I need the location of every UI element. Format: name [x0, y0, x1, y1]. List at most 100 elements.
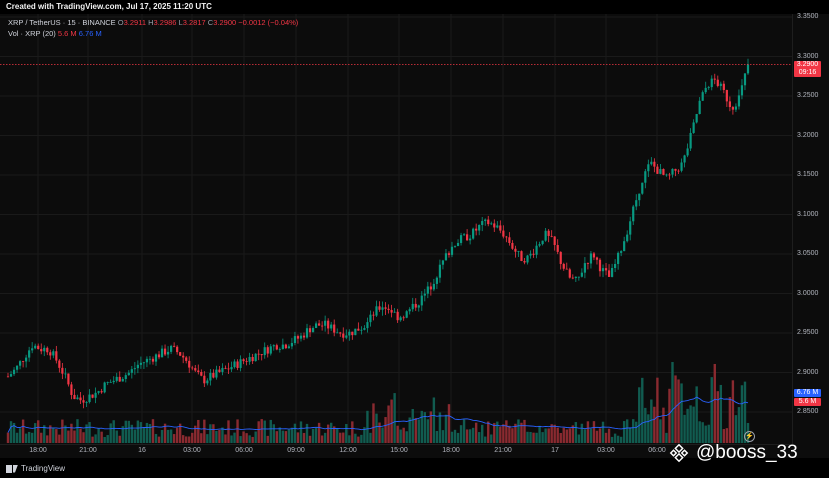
volume-bar — [450, 431, 454, 443]
volume-bar — [326, 424, 330, 443]
candle-body — [420, 295, 423, 306]
volume-bar — [257, 421, 260, 443]
volume-bar — [713, 363, 716, 443]
candle-body — [100, 391, 103, 393]
legend-symbol[interactable]: XRP / TetherUS · 15 · BINANCE — [8, 18, 116, 27]
lightning-icon[interactable]: ⚡ — [744, 431, 755, 442]
volume-bar — [559, 432, 562, 443]
volume-bar — [151, 419, 155, 443]
candle-body — [390, 309, 393, 313]
candle-body — [133, 368, 136, 370]
price-tick-label: 2.8500 — [797, 408, 819, 415]
candle-body — [333, 324, 336, 333]
price-tick-label: 2.9500 — [797, 329, 819, 336]
candle-body — [263, 347, 266, 356]
candle-body — [626, 234, 629, 242]
volume-bar — [607, 428, 611, 443]
candle-body — [31, 348, 34, 351]
candle-body — [194, 368, 197, 371]
volume-bar — [604, 432, 608, 443]
volume-bar — [106, 435, 109, 443]
volume-bar — [290, 427, 294, 443]
candle-body — [109, 382, 112, 383]
volume-bar — [704, 425, 707, 443]
volume-bar — [61, 419, 64, 443]
candle-body — [565, 268, 568, 270]
volume-bar — [52, 428, 55, 443]
volume-bar — [6, 432, 10, 443]
volume-bar — [635, 421, 638, 443]
candle-body — [375, 306, 378, 316]
candle-body — [623, 241, 626, 252]
volume-bar — [100, 431, 103, 443]
candle-body — [517, 251, 520, 252]
candle-body — [583, 263, 586, 273]
volume-bar — [88, 422, 91, 443]
volume-bar — [562, 427, 565, 443]
candle-body — [423, 293, 426, 296]
volume-bar — [601, 421, 605, 443]
candle-body — [28, 350, 31, 358]
candle-body — [574, 276, 577, 279]
volume-bar — [18, 428, 22, 443]
volume-bar — [76, 419, 79, 443]
candle-body — [435, 277, 438, 284]
volume-bar — [366, 410, 369, 443]
candle-body — [399, 317, 402, 321]
candle-body — [689, 132, 692, 149]
volume-bar — [629, 427, 632, 443]
candle-body — [598, 259, 602, 272]
candle-body — [653, 161, 656, 167]
legend-h-value: 3.2986 — [153, 18, 177, 27]
volume-bar — [517, 419, 520, 443]
volume-bar — [37, 420, 40, 443]
candle-body — [577, 276, 580, 278]
price-axis[interactable] — [792, 14, 829, 444]
candle-body — [321, 325, 324, 327]
volume-bar — [577, 434, 581, 443]
legend-c-label: C — [207, 18, 214, 27]
candle-body — [218, 369, 221, 372]
volume-bar — [644, 407, 647, 443]
candle-body — [254, 353, 257, 362]
price-chart[interactable] — [0, 14, 792, 444]
candle-body — [148, 358, 152, 360]
volume-bar — [329, 422, 333, 443]
time-axis[interactable] — [0, 444, 792, 459]
volume-bar — [197, 419, 200, 443]
candle-body — [112, 380, 115, 383]
volume-bar — [523, 419, 526, 443]
candle-body — [179, 352, 182, 356]
candle-body — [197, 370, 200, 372]
volume-bar — [203, 419, 206, 443]
legend-vol-label[interactable]: Vol · XRP (20) — [8, 29, 56, 38]
volume-bar — [659, 419, 662, 443]
candle-body — [94, 392, 97, 398]
volume-bar — [493, 423, 496, 443]
volume-bar — [665, 432, 668, 443]
candle-body — [514, 248, 517, 252]
candle-body — [523, 261, 526, 263]
volume-bar — [390, 399, 393, 443]
tradingview-logo[interactable]: TradingView — [6, 464, 65, 473]
candle-body — [182, 355, 185, 358]
time-tick-label: 18:00 — [29, 447, 47, 454]
volume-bar — [296, 432, 300, 443]
time-tick-label: 12:00 — [339, 447, 357, 454]
candle-body — [731, 107, 734, 110]
candle-body — [308, 328, 312, 333]
candle-body — [357, 328, 360, 331]
candle-body — [127, 372, 130, 376]
volume-bar — [435, 431, 439, 443]
volume-bar — [121, 426, 124, 443]
candle-body — [85, 402, 88, 403]
volume-bar — [641, 377, 644, 443]
candle-body — [185, 357, 188, 361]
volume-bar — [731, 380, 735, 443]
volume-bar — [616, 435, 620, 443]
volume-bar — [402, 427, 405, 443]
volume-bar — [317, 422, 321, 443]
volume-bar — [221, 427, 224, 443]
volume-bar — [305, 423, 309, 443]
candle-body — [719, 83, 722, 86]
